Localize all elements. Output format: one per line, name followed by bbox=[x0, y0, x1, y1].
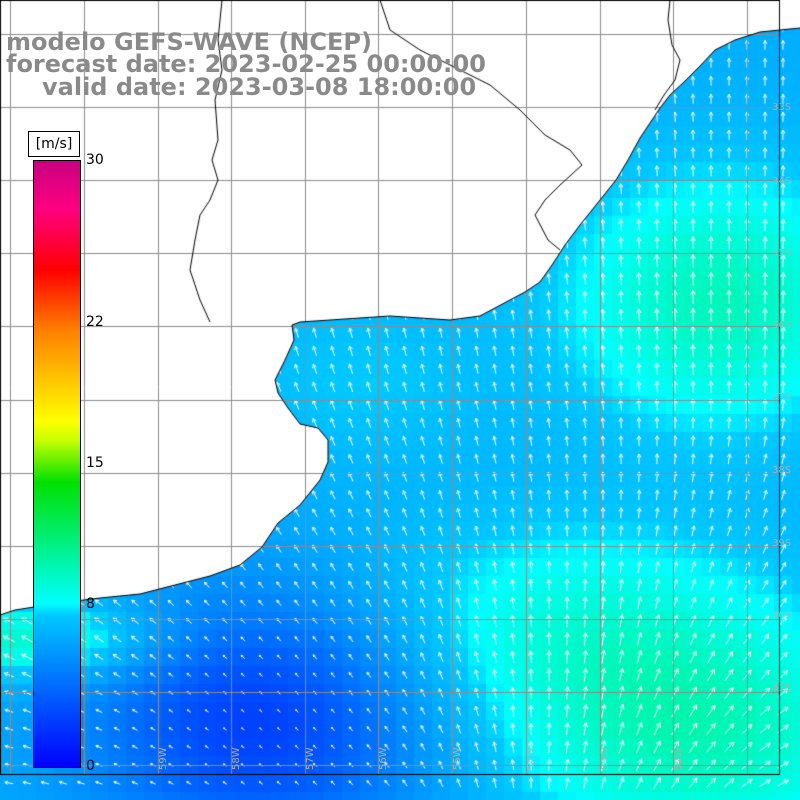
longitude-label: 52W bbox=[673, 747, 684, 770]
latitude-label: 34S bbox=[772, 176, 792, 187]
latitude-label: 33S bbox=[772, 102, 792, 113]
longitude-label: 56W bbox=[378, 747, 389, 770]
colorbar bbox=[33, 160, 81, 768]
latitude-label: 38S bbox=[772, 465, 792, 476]
latitude-label: 36S bbox=[772, 320, 792, 331]
latitude-label: 39S bbox=[772, 538, 792, 549]
latitude-label: 41S bbox=[772, 683, 792, 694]
colorbar-tick-label: 30 bbox=[86, 152, 104, 168]
longitude-label: 53W bbox=[600, 747, 611, 770]
colorbar-tick-label: 8 bbox=[86, 596, 95, 613]
longitude-label: 59W bbox=[158, 747, 169, 770]
colorbar-unit: [m/s] bbox=[28, 131, 80, 157]
title-forecast-date: forecast date: 2023-02-25 00:00:00 bbox=[6, 50, 486, 78]
title-valid-date: valid date: 2023-03-08 18:00:00 bbox=[42, 73, 477, 101]
longitude-label: 58W bbox=[231, 747, 242, 770]
colorbar-tick-label: 0 bbox=[86, 758, 95, 774]
longitude-label: 54W bbox=[526, 747, 537, 770]
colorbar-tick-label: 15 bbox=[86, 455, 104, 471]
latitude-label: 37S bbox=[772, 392, 792, 403]
colorbar-tick-label: 22 bbox=[86, 313, 104, 330]
title-model: modelo GEFS-WAVE (NCEP) bbox=[6, 28, 372, 56]
latitude-label: 40S bbox=[772, 610, 792, 621]
longitude-label: 57W bbox=[305, 747, 316, 770]
longitude-label: 55W bbox=[452, 747, 463, 770]
latitude-label: 35S bbox=[772, 248, 792, 259]
